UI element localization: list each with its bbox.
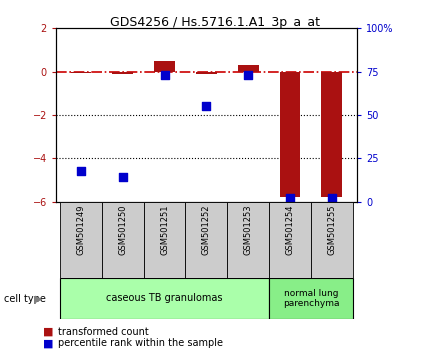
Bar [196, 72, 217, 74]
Bar [71, 72, 92, 73]
Text: normal lung
parenchyma: normal lung parenchyma [283, 289, 339, 308]
Text: ▶: ▶ [35, 294, 43, 304]
Bar [102, 202, 144, 278]
Text: GDS4256 / Hs.5716.1.A1_3p_a_at: GDS4256 / Hs.5716.1.A1_3p_a_at [110, 16, 320, 29]
Text: GSM501250: GSM501250 [118, 204, 127, 255]
Text: GSM501255: GSM501255 [327, 204, 336, 255]
Text: cell type: cell type [4, 294, 46, 304]
Point [245, 72, 252, 78]
Bar [227, 202, 269, 278]
Bar [321, 72, 342, 198]
Text: GSM501253: GSM501253 [244, 204, 253, 255]
Point [161, 72, 168, 78]
Point [120, 175, 126, 180]
Bar [280, 72, 301, 198]
Bar [185, 202, 227, 278]
Bar [311, 202, 353, 278]
Point [329, 195, 335, 201]
Point [286, 195, 293, 201]
Point [77, 168, 84, 173]
Text: GSM501251: GSM501251 [160, 204, 169, 255]
Bar [269, 202, 311, 278]
Bar [144, 202, 185, 278]
Bar [60, 278, 269, 319]
Text: transformed count: transformed count [58, 327, 149, 337]
Bar [269, 278, 353, 319]
Bar [60, 202, 102, 278]
Text: ■: ■ [43, 327, 53, 337]
Point [203, 104, 210, 109]
Text: ■: ■ [43, 338, 53, 348]
Text: GSM501254: GSM501254 [286, 204, 295, 255]
Text: caseous TB granulomas: caseous TB granulomas [106, 293, 223, 303]
Bar [112, 72, 133, 74]
Text: percentile rank within the sample: percentile rank within the sample [58, 338, 223, 348]
Text: GSM501252: GSM501252 [202, 204, 211, 255]
Bar [238, 65, 259, 72]
Bar [154, 61, 175, 72]
Text: GSM501249: GSM501249 [77, 204, 86, 255]
